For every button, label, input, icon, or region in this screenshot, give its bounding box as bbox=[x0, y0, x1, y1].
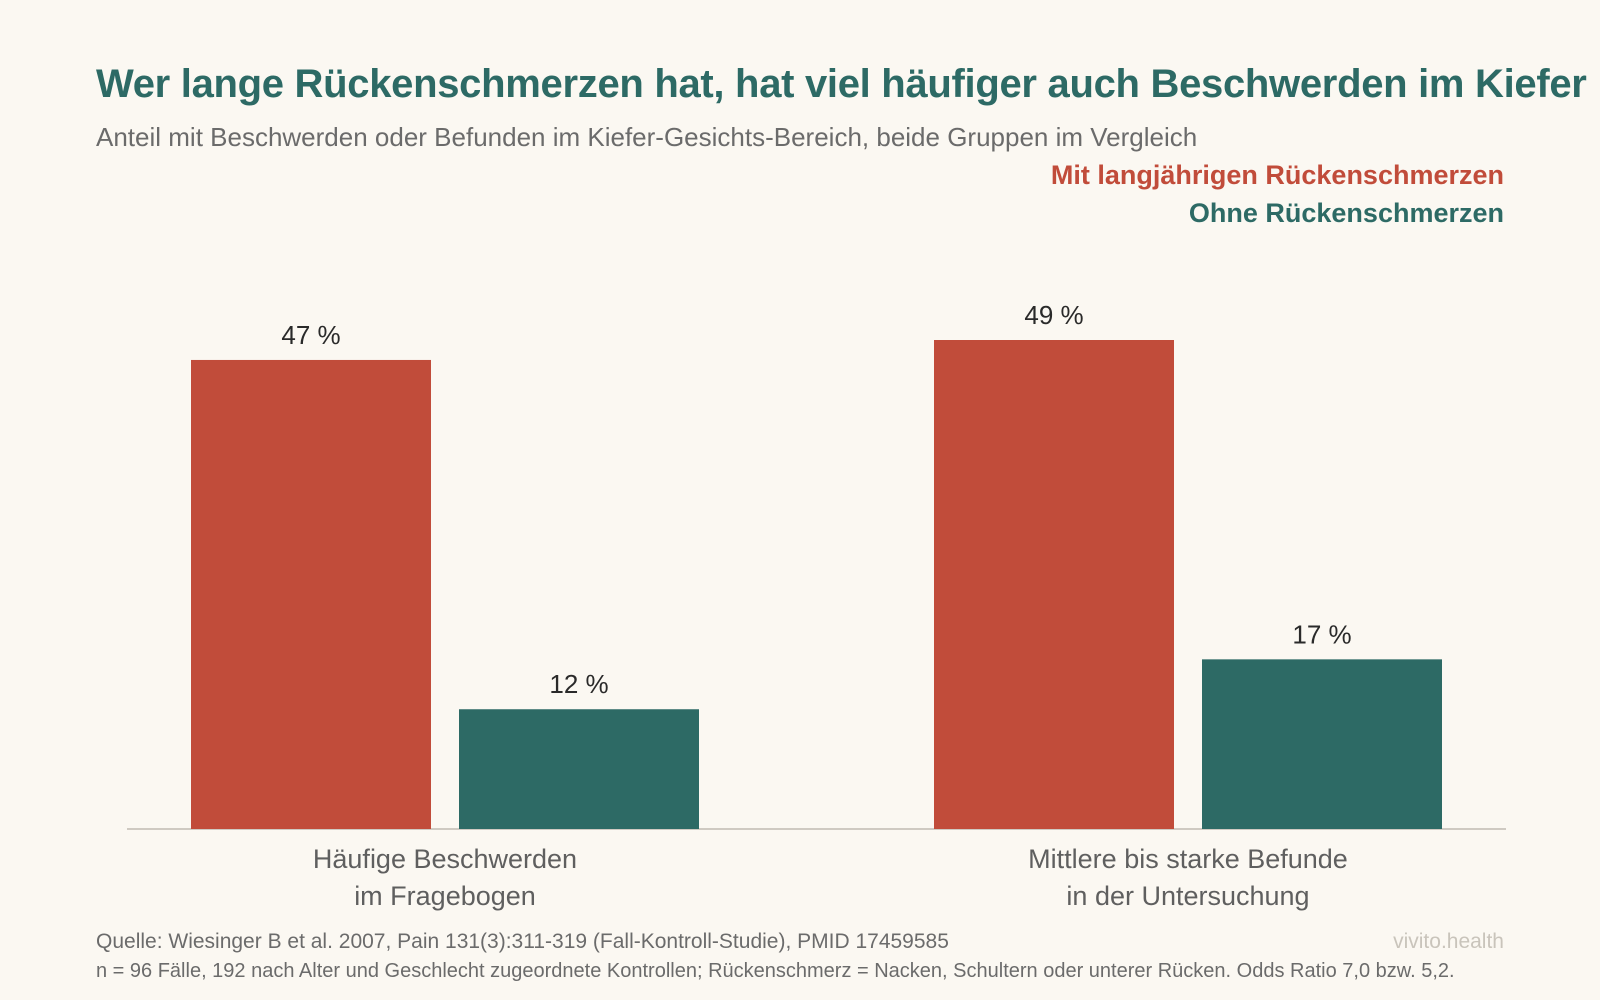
legend-item-with-back-pain: Mit langjährigen Rückenschmerzen bbox=[1050, 160, 1504, 190]
category-label: Mittlere bis starke Befunde bbox=[1028, 844, 1348, 874]
category-label: im Fragebogen bbox=[354, 881, 536, 911]
footnote: n = 96 Fälle, 192 nach Alter und Geschle… bbox=[96, 960, 1455, 982]
brand-label: vivito.health bbox=[1393, 930, 1504, 953]
bar-without-back-pain-2 bbox=[1202, 659, 1442, 829]
chart-title: Wer lange Rückenschmerzen hat, hat viel … bbox=[96, 62, 1587, 106]
data-label: 49 % bbox=[1024, 300, 1083, 330]
category-label: in der Untersuchung bbox=[1066, 881, 1309, 911]
legend: Mit langjährigen Rückenschmerzen Ohne Rü… bbox=[1051, 156, 1504, 232]
legend-item-without-back-pain: Ohne Rückenschmerzen bbox=[1188, 198, 1504, 228]
data-label: 12 % bbox=[549, 669, 608, 699]
source-note: Quelle: Wiesinger B et al. 2007, Pain 13… bbox=[96, 930, 949, 953]
data-label: 47 % bbox=[281, 320, 340, 350]
category-label: Häufige Beschwerden bbox=[313, 844, 577, 874]
chart-subtitle: Anteil mit Beschwerden oder Befunden im … bbox=[96, 122, 1198, 152]
data-label: 17 % bbox=[1292, 619, 1351, 649]
bar-with-back-pain-1 bbox=[191, 359, 431, 829]
bar-with-back-pain-2 bbox=[934, 340, 1174, 829]
bar-without-back-pain-1 bbox=[459, 709, 699, 829]
